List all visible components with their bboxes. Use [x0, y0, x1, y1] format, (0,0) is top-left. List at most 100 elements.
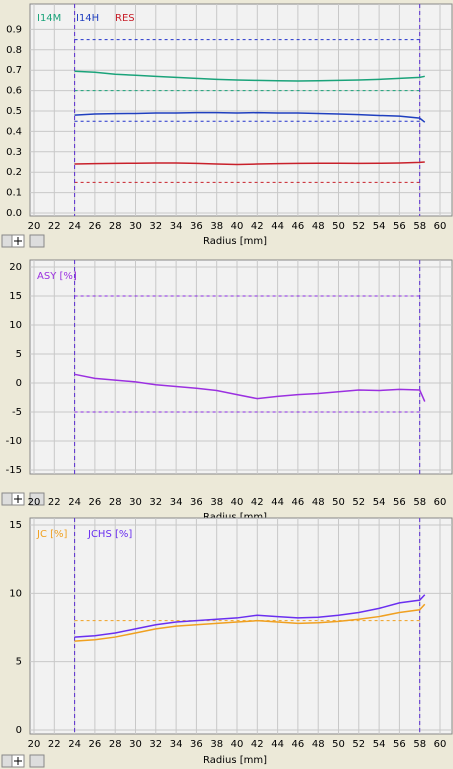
x-tick-label: 56 [393, 221, 406, 232]
x-tick-label: 44 [271, 497, 284, 508]
x-tick-label: 34 [170, 221, 183, 232]
y-tick-label: 0 [16, 725, 22, 736]
toolbar[interactable] [1, 234, 45, 768]
y-tick-label: 10 [9, 320, 22, 331]
data-line [74, 111, 426, 123]
x-tick-label: 48 [312, 221, 325, 232]
y-tick-label: 0.1 [6, 188, 22, 199]
x-tick-label: 28 [109, 739, 122, 750]
x-tick-label: 50 [332, 739, 345, 750]
x-tick-label: 20 [28, 497, 41, 508]
x-tick-label: 52 [352, 221, 365, 232]
data-line [74, 594, 426, 638]
x-tick-label: 26 [89, 739, 102, 750]
x-tick-label: 44 [271, 221, 284, 232]
y-tick-label: 0.6 [6, 86, 22, 97]
x-tick-label: 46 [292, 221, 305, 232]
x-tick-label: 56 [393, 497, 406, 508]
y-tick-label: 0.0 [6, 208, 22, 219]
x-tick-label: 54 [373, 739, 386, 750]
x-tick-label: 50 [332, 497, 345, 508]
x-tick-label: 60 [434, 221, 447, 232]
y-tick-label: -10 [6, 436, 22, 447]
x-tick-label: 20 [28, 221, 41, 232]
x-tick-label: 36 [190, 497, 203, 508]
x-tick-label: 42 [251, 221, 264, 232]
x-tick-label: 22 [48, 739, 61, 750]
x-tick-label: 24 [68, 221, 81, 232]
x-tick-label: 46 [292, 497, 305, 508]
x-tick-label: 34 [170, 739, 183, 750]
x-tick-label: 24 [68, 497, 81, 508]
x-tick-label: 54 [373, 221, 386, 232]
y-tick-label: 10 [9, 588, 22, 599]
x-tick-label: 52 [352, 497, 365, 508]
x-tick-label: 52 [352, 739, 365, 750]
x-tick-label: 56 [393, 739, 406, 750]
y-tick-label: 5 [16, 657, 22, 668]
x-tick-label: 58 [413, 221, 426, 232]
x-tick-label: 50 [332, 221, 345, 232]
legend-label: I14H [76, 13, 99, 24]
x-tick-label: 38 [210, 497, 223, 508]
x-tick-label: 38 [210, 739, 223, 750]
y-tick-label: 0.7 [6, 65, 22, 76]
x-tick-label: 34 [170, 497, 183, 508]
x-tick-label: 40 [231, 497, 244, 508]
x-tick-label: 30 [129, 739, 142, 750]
y-tick-label: -15 [6, 465, 22, 476]
x-tick-label: 24 [68, 739, 81, 750]
legend-label: JCHS [%] [87, 529, 132, 540]
data-line [74, 373, 426, 402]
x-tick-label: 32 [149, 497, 162, 508]
legend-label: RES [115, 13, 135, 24]
x-axis-label: Radius [mm] [203, 236, 267, 247]
y-tick-label: 20 [9, 262, 22, 273]
x-tick-label: 22 [48, 497, 61, 508]
legend-label: JC [%] [36, 529, 68, 540]
x-tick-label: 30 [129, 221, 142, 232]
x-tick-label: 46 [292, 739, 305, 750]
x-tick-label: 28 [109, 221, 122, 232]
y-tick-label: 15 [9, 291, 22, 302]
x-tick-label: 20 [28, 739, 41, 750]
data-line [74, 70, 425, 82]
x-tick-label: 58 [413, 739, 426, 750]
data-line [74, 161, 425, 166]
x-tick-label: 42 [251, 739, 264, 750]
x-tick-label: 54 [373, 497, 386, 508]
x-tick-label: 40 [231, 739, 244, 750]
legend-label: ASY [%] [37, 271, 77, 282]
y-tick-label: 5 [16, 349, 22, 360]
x-tick-label: 40 [231, 221, 244, 232]
x-axis-label: Radius [mm] [203, 755, 267, 766]
x-tick-label: 22 [48, 221, 61, 232]
x-tick-label: 26 [89, 221, 102, 232]
plot-area [29, 517, 453, 735]
y-tick-label: 0 [16, 378, 22, 389]
x-tick-label: 48 [312, 739, 325, 750]
y-tick-label: -5 [12, 407, 22, 418]
legend-label: I14M [37, 13, 61, 24]
y-tick-label: 0.8 [6, 45, 22, 56]
x-tick-label: 30 [129, 497, 142, 508]
y-tick-label: 0.2 [6, 167, 22, 178]
x-tick-label: 60 [434, 739, 447, 750]
y-tick-label: 0.4 [6, 126, 22, 137]
y-tick-label: 15 [9, 520, 22, 531]
x-tick-label: 48 [312, 497, 325, 508]
x-tick-label: 36 [190, 739, 203, 750]
y-tick-label: 0.5 [6, 106, 22, 117]
x-tick-label: 60 [434, 497, 447, 508]
x-tick-label: 58 [413, 497, 426, 508]
x-tick-label: 28 [109, 497, 122, 508]
x-tick-label: 26 [89, 497, 102, 508]
data-line [74, 603, 426, 642]
y-tick-label: 0.9 [6, 24, 22, 35]
plot-area [29, 3, 453, 217]
x-tick-label: 32 [149, 739, 162, 750]
x-tick-label: 36 [190, 221, 203, 232]
plot-area [29, 259, 453, 475]
x-tick-label: 38 [210, 221, 223, 232]
